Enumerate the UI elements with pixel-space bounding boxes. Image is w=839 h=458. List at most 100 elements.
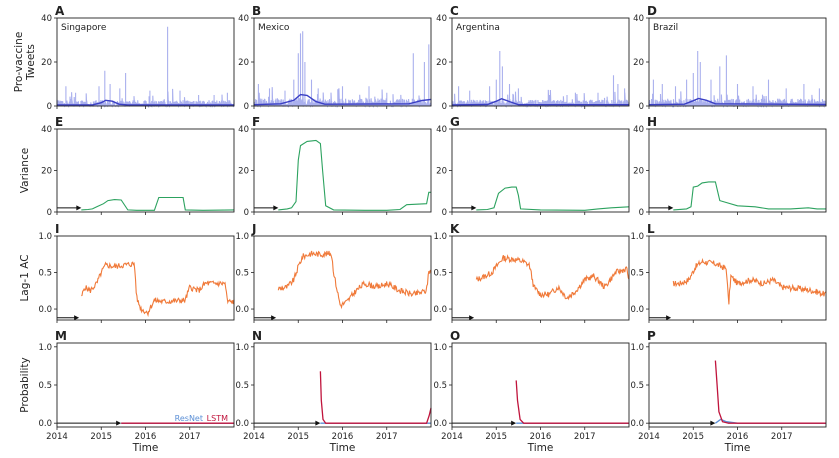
x-tick-label: 2014: [638, 432, 660, 442]
y-tick-label: 0.5: [433, 269, 447, 279]
x-tick-label: 2016: [332, 432, 354, 442]
window-arrow-head-3-0: [116, 420, 122, 426]
panel-label-F: F: [252, 115, 260, 129]
panel-label-E: E: [55, 115, 63, 129]
x-tick-label: 2015: [90, 432, 112, 442]
y-tick-label: 20: [436, 167, 447, 177]
x-tick-label: 2014: [441, 432, 463, 442]
y-tick-label: 0.5: [433, 381, 447, 391]
x-axis-title: Time: [132, 442, 159, 454]
x-tick-label: 2014: [46, 432, 68, 442]
x-tick-label: 2016: [135, 432, 157, 442]
window-arrow-head-1-2: [471, 205, 477, 211]
panel-frame-3-3: [648, 342, 827, 428]
window-arrow-head-3-2: [511, 420, 517, 426]
y-tick-label: 1.0: [235, 232, 249, 242]
panel-frame-1-2: [451, 128, 630, 213]
variance-line-2: [476, 186, 630, 211]
lstm-probability-line-2: [515, 380, 629, 424]
panel-label-I: I: [55, 222, 59, 236]
smoothed-tweets-line-3: [648, 97, 827, 106]
tweet-count-series-1: [253, 31, 432, 109]
y-tick-label: 20: [633, 58, 644, 68]
panel-label-L: L: [647, 222, 655, 236]
panel-frame-1-3: [648, 128, 827, 213]
y-axis-title-row-1: Variance: [19, 148, 31, 193]
y-tick-label: 1.0: [433, 343, 447, 353]
panel-label-A: A: [55, 4, 65, 18]
x-tick-label: 2015: [682, 432, 704, 442]
tweet-count-series-2: [451, 51, 630, 109]
y-tick-label: 40: [41, 14, 52, 24]
x-tick-label: 2016: [727, 432, 749, 442]
legend-resnet-label: ResNet: [175, 414, 203, 423]
lag1-ac-line-0: [81, 261, 235, 318]
y-tick-label: 0: [47, 102, 52, 112]
y-axis-title-row-3: Probability: [19, 357, 31, 413]
panel-label-N: N: [252, 329, 262, 343]
y-tick-label: 0: [47, 208, 52, 218]
y-tick-label: 1.0: [630, 343, 644, 353]
panel-frame-3-2: [451, 342, 630, 428]
window-arrow-head-3-3: [710, 420, 716, 426]
y-tick-label: 1.0: [235, 343, 249, 353]
smoothed-tweets-line-1: [253, 93, 432, 106]
y-tick-label: 0: [244, 208, 249, 218]
lag1-ac-line-1: [277, 250, 432, 310]
lag1-ac-line-2: [475, 254, 630, 301]
y-tick-label: 0.0: [235, 419, 249, 429]
y-axis-title-row-0: Pro-vaccine: [13, 32, 25, 93]
y-tick-label: 0.0: [38, 419, 52, 429]
y-tick-label: 40: [633, 14, 644, 24]
tweet-count-series-3: [648, 51, 827, 109]
y-tick-label: 0: [639, 102, 644, 112]
y-tick-label: 20: [633, 167, 644, 177]
panel-label-H: H: [647, 115, 657, 129]
panel-label-J: J: [251, 222, 256, 236]
x-tick-label: 2015: [485, 432, 507, 442]
window-arrow-head-3-1: [315, 420, 321, 426]
country-label-2: Argentina: [456, 23, 500, 33]
y-tick-label: 40: [238, 125, 249, 135]
y-tick-label: 0.5: [235, 269, 249, 279]
y-tick-label: 1.0: [630, 232, 644, 242]
y-tick-label: 40: [41, 125, 52, 135]
window-arrow-head-2-3: [666, 315, 672, 321]
smoothed-tweets-line-2: [451, 97, 629, 106]
y-axis-title-row-0: Tweets: [25, 44, 37, 81]
panel-frame-2-0: [56, 235, 235, 321]
y-tick-label: 1.0: [38, 343, 52, 353]
y-tick-label: 1.0: [38, 232, 52, 242]
x-tick-label: 2017: [574, 432, 596, 442]
y-tick-label: 0.5: [630, 269, 644, 279]
x-axis-title: Time: [527, 442, 554, 454]
smoothed-tweets-line-0: [57, 99, 234, 106]
country-label-3: Brazil: [653, 23, 678, 33]
window-arrow-head-2-2: [469, 315, 475, 321]
y-tick-label: 20: [238, 167, 249, 177]
y-axis-title-row-2: Lag-1 AC: [19, 254, 31, 301]
y-tick-label: 0.0: [235, 305, 249, 315]
panel-frame-2-3: [648, 235, 827, 321]
panel-label-G: G: [450, 115, 460, 129]
country-label-1: Mexico: [258, 23, 290, 33]
y-tick-label: 0.0: [433, 305, 447, 315]
panel-frame-2-1: [253, 235, 432, 321]
y-tick-label: 0: [639, 208, 644, 218]
window-arrow-head-1-1: [273, 205, 279, 211]
x-tick-label: 2015: [287, 432, 309, 442]
y-tick-label: 0.5: [630, 381, 644, 391]
panel-label-P: P: [647, 329, 656, 343]
window-arrow-head-1-0: [76, 205, 82, 211]
x-tick-label: 2014: [243, 432, 265, 442]
y-tick-label: 0: [244, 102, 249, 112]
y-tick-label: 40: [436, 125, 447, 135]
panel-frame-1-1: [253, 128, 432, 213]
x-tick-label: 2017: [376, 432, 398, 442]
y-tick-label: 20: [41, 58, 52, 68]
x-axis-title: Time: [724, 442, 751, 454]
panel-label-M: M: [55, 329, 67, 343]
legend-lstm-label: LSTM: [207, 414, 228, 423]
panel-frame-3-1: [253, 342, 432, 428]
